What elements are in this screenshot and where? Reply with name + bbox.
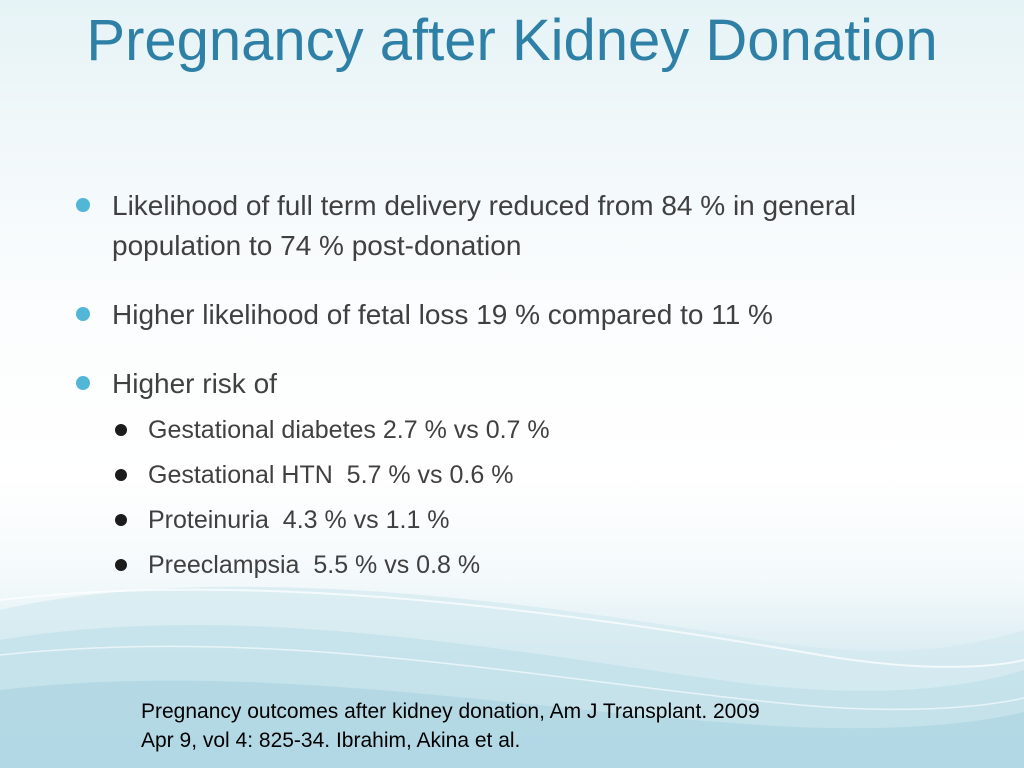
- sub-bullet-dot-icon: [115, 424, 127, 436]
- bullet-list: Likelihood of full term delivery reduced…: [72, 186, 972, 588]
- sub-bullet-item: Proteinuria 4.3 % vs 1.1 %: [112, 498, 972, 543]
- citation-line-2: Apr 9, vol 4: 825-34. Ibrahim, Akina et …: [141, 729, 521, 752]
- bullet-text: Higher likelihood of fetal loss 19 % com…: [112, 299, 773, 330]
- sub-bullet-text: Preeclampsia 5.5 % vs 0.8 %: [148, 551, 481, 579]
- bullet-text: Likelihood of full term delivery reduced…: [112, 190, 856, 261]
- sub-bullet-text: Gestational HTN 5.7 % vs 0.6 %: [148, 461, 514, 489]
- bullet-item-higher-risk: Higher risk of Gestational diabetes 2.7 …: [72, 364, 972, 588]
- sub-bullet-dot-icon: [115, 559, 127, 571]
- citation: Pregnancy outcomes after kidney donation…: [141, 697, 941, 755]
- bullet-dot-icon: [76, 198, 90, 212]
- bullet-text: Higher risk of: [112, 368, 277, 399]
- sub-bullet-list: Gestational diabetes 2.7 % vs 0.7 % Gest…: [112, 408, 972, 588]
- bullet-dot-icon: [76, 307, 90, 321]
- sub-bullet-item: Preeclampsia 5.5 % vs 0.8 %: [112, 543, 972, 588]
- citation-line-1: Pregnancy outcomes after kidney donation…: [141, 700, 760, 723]
- sub-bullet-text: Proteinuria 4.3 % vs 1.1 %: [148, 506, 450, 534]
- sub-bullet-item: Gestational HTN 5.7 % vs 0.6 %: [112, 453, 972, 498]
- bullet-item-full-term: Likelihood of full term delivery reduced…: [72, 186, 972, 266]
- sub-bullet-dot-icon: [115, 514, 127, 526]
- sub-bullet-dot-icon: [115, 469, 127, 481]
- slide-title: Pregnancy after Kidney Donation: [86, 8, 938, 73]
- bullet-item-fetal-loss: Higher likelihood of fetal loss 19 % com…: [72, 295, 972, 335]
- sub-bullet-item: Gestational diabetes 2.7 % vs 0.7 %: [112, 408, 972, 453]
- sub-bullet-text: Gestational diabetes 2.7 % vs 0.7 %: [148, 416, 550, 444]
- bullet-dot-icon: [76, 376, 90, 390]
